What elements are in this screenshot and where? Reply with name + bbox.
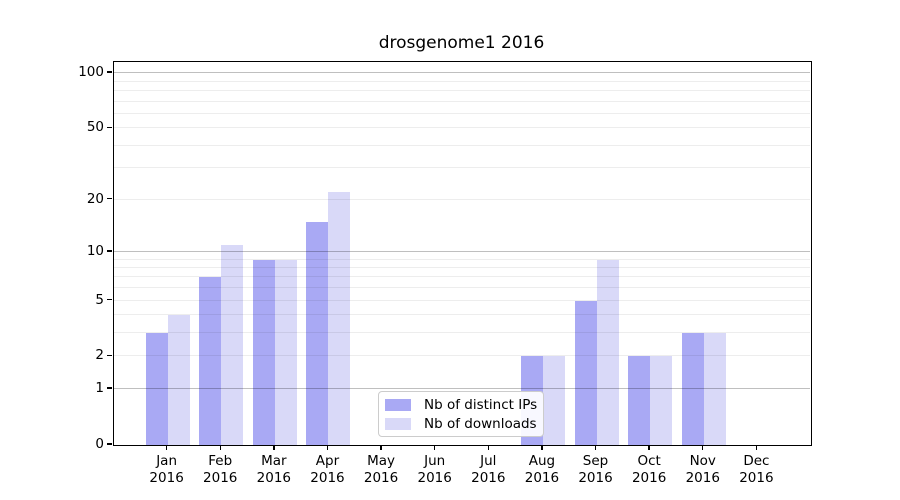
y-tick-mark-20 [107,198,112,200]
legend: Nb of distinct IPs Nb of downloads [378,391,544,437]
x-tick-label-dec: Dec 2016 [739,453,774,486]
x-tick-label-may: May 2016 [363,453,399,486]
plot-area [113,61,812,446]
y-tick-mark-1 [107,387,112,389]
legend-swatch-distinct-ips [385,398,411,411]
y-tick-label-50: 50 [86,119,104,136]
x-tick-mark-nov [702,445,704,451]
bar-nb-of-downloads-feb [221,244,244,445]
bar-nb-of-downloads-mar [274,259,297,445]
bar-nb-of-distinct-ips-apr [306,221,329,445]
x-tick-mark-jan [165,445,168,451]
bar-nb-of-downloads-nov [703,333,726,445]
x-tick-label-jan: Jan 2016 [149,453,184,486]
legend-label-distinct-ips: Nb of distinct IPs [424,396,538,413]
bar-nb-of-downloads-aug [542,356,565,445]
x-tick-mark-dec [755,445,758,451]
x-tick-mark-mar [273,445,275,451]
y-tick-label-2: 2 [95,347,104,364]
legend-label-downloads: Nb of downloads [424,415,537,432]
legend-item-distinct-ips: Nb of distinct IPs [385,395,537,414]
x-tick-mark-oct [648,445,650,451]
bar-nb-of-distinct-ips-sep [574,300,597,445]
y-tick-label-10: 10 [86,242,104,259]
x-tick-mark-may [380,445,382,451]
x-tick-label-aug: Aug 2016 [524,453,560,486]
x-tick-mark-sep [594,445,597,451]
x-tick-label-oct: Oct 2016 [631,453,667,486]
y-tick-mark-2 [107,354,112,357]
x-tick-label-mar: Mar 2016 [256,453,292,486]
y-tick-mark-0 [107,443,112,445]
y-tick-label-0: 0 [95,436,104,452]
x-tick-mark-aug [541,445,543,451]
y-tick-label-5: 5 [95,291,104,308]
x-tick-label-jun: Jun 2016 [417,453,452,486]
y-tick-mark-5 [107,298,112,301]
legend-item-downloads: Nb of downloads [385,414,537,433]
bar-nb-of-distinct-ips-oct [628,356,651,445]
bar-nb-of-downloads-oct [650,356,673,445]
x-tick-label-nov: Nov 2016 [685,453,720,486]
y-tick-label-100: 100 [78,64,104,81]
bar-nb-of-distinct-ips-jan [145,333,168,445]
x-tick-mark-jun [433,445,436,451]
y-tick-mark-10 [107,250,112,252]
x-tick-mark-jul [487,445,489,451]
chart-title: drosgenome1 2016 [378,33,545,53]
bar-nb-of-distinct-ips-nov [681,333,704,445]
bar-nb-of-downloads-jan [167,315,190,445]
legend-swatch-downloads [385,417,411,430]
bar-nb-of-distinct-ips-feb [199,277,222,445]
x-tick-label-sep: Sep 2016 [578,453,613,486]
x-tick-label-jul: Jul 2016 [471,453,506,486]
x-tick-mark-apr [326,445,329,451]
x-tick-mark-feb [219,445,221,451]
x-tick-label-apr: Apr 2016 [310,453,345,486]
bar-nb-of-downloads-sep [596,259,619,445]
bar-nb-of-downloads-apr [328,192,351,445]
y-tick-mark-50 [107,126,112,128]
y-tick-label-1: 1 [95,380,104,397]
x-tick-label-feb: Feb 2016 [203,453,238,486]
y-tick-mark-100 [107,71,112,73]
bar-nb-of-distinct-ips-mar [252,259,275,445]
y-tick-label-20: 20 [86,190,104,207]
